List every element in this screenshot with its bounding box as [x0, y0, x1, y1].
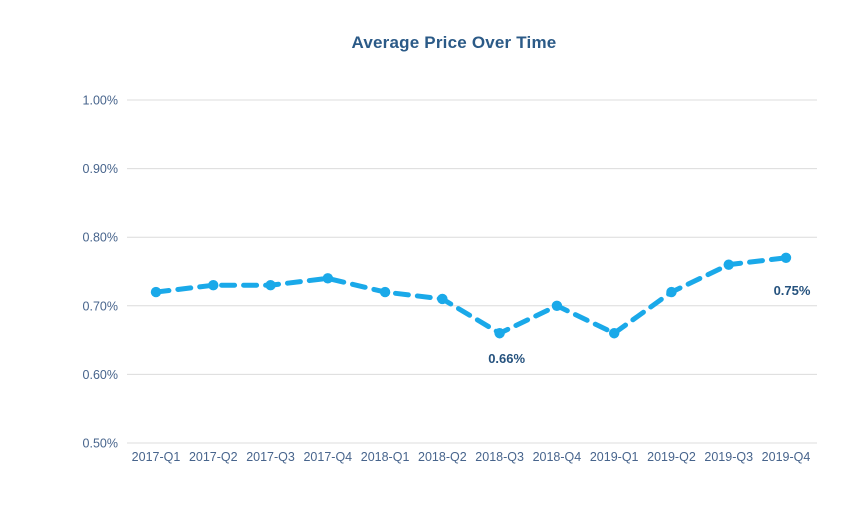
x-axis-tick-label: 2017-Q4	[303, 450, 352, 464]
data-point-marker[interactable]	[265, 280, 276, 291]
x-axis-tick-label: 2018-Q3	[475, 450, 524, 464]
x-axis-tick-label: 2019-Q2	[647, 450, 696, 464]
data-point-marker[interactable]	[723, 259, 734, 270]
y-axis-tick-label: 0.50%	[83, 437, 118, 451]
x-axis-tick-label: 2019-Q4	[762, 450, 811, 464]
y-axis-tick-label: 0.80%	[83, 231, 118, 245]
y-axis-tick-label: 0.70%	[83, 299, 118, 313]
x-axis-tick-label: 2017-Q2	[189, 450, 238, 464]
y-axis-tick-label: 0.90%	[83, 162, 118, 176]
data-point-marker[interactable]	[494, 328, 505, 339]
data-label: 0.75%	[774, 283, 811, 298]
data-point-marker[interactable]	[608, 328, 620, 339]
data-label: 0.66%	[488, 351, 525, 366]
y-axis-tick-label: 0.60%	[83, 368, 118, 382]
x-axis-tick-label: 2019-Q1	[590, 450, 639, 464]
x-axis-tick-label: 2018-Q4	[533, 450, 582, 464]
data-point-marker[interactable]	[379, 286, 391, 298]
data-point-marker[interactable]	[666, 286, 677, 298]
y-axis-tick-label: 1.00%	[83, 94, 118, 108]
data-point-marker[interactable]	[150, 286, 162, 298]
x-axis-tick-label: 2019-Q3	[704, 450, 753, 464]
x-axis-tick-label: 2017-Q3	[246, 450, 295, 464]
x-axis-tick-label: 2018-Q1	[361, 450, 410, 464]
data-point-marker[interactable]	[551, 300, 563, 311]
data-point-marker[interactable]	[780, 252, 792, 263]
chart-title: Average Price Over Time	[351, 33, 557, 52]
x-axis-tick-label: 2017-Q1	[132, 450, 181, 464]
price-series-line	[153, 255, 789, 336]
x-axis-tick-label: 2018-Q2	[418, 450, 467, 464]
data-point-marker[interactable]	[437, 293, 448, 305]
data-point-marker[interactable]	[208, 280, 219, 291]
data-point-marker[interactable]	[322, 273, 334, 284]
